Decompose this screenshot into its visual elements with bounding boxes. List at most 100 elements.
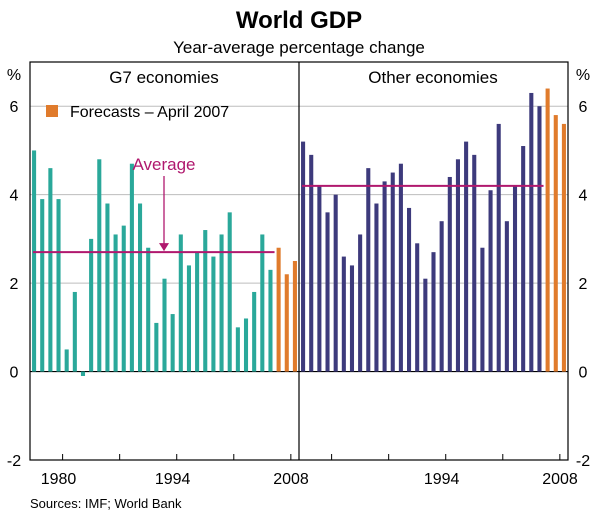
bar-g7-1991 <box>146 247 151 372</box>
bar-g7-1993 <box>162 278 167 372</box>
bar-g7-1986 <box>105 203 110 372</box>
bar-g7-2009 <box>292 261 297 372</box>
bar-g7-2002 <box>235 327 240 372</box>
panel-title-other: Other economies <box>368 68 497 87</box>
x-tick-label: 1980 <box>41 471 77 488</box>
bar-other-1996 <box>455 159 460 372</box>
bar-other-1988 <box>390 172 395 372</box>
bar-other-2002 <box>504 221 509 372</box>
bar-other-2005 <box>529 92 534 372</box>
bar-g7-1996 <box>186 265 191 372</box>
bar-g7-1983 <box>80 371 86 376</box>
y-tick-left: -2 <box>7 453 21 470</box>
chart-subtitle: Year-average percentage change <box>173 38 425 57</box>
y-tick-right: -2 <box>576 453 590 470</box>
bar-g7-1998 <box>203 230 208 372</box>
bar-other-1990 <box>407 207 412 372</box>
average-lines <box>33 184 544 254</box>
bar-other-1997 <box>464 141 469 372</box>
bar-other-1977 <box>301 141 306 372</box>
bar-other-1998 <box>472 154 477 372</box>
bar-g7-2006 <box>268 269 273 372</box>
bar-g7-1987 <box>113 234 118 372</box>
bar-g7-1980 <box>56 199 61 372</box>
y-tick-left: 4 <box>10 188 19 205</box>
y-tick-labels: -2 -2 0 0 2 2 4 4 6 6 <box>7 99 590 470</box>
bar-other-2008 <box>553 115 558 372</box>
bar-other-1979 <box>317 185 322 372</box>
bar-g7-1999 <box>211 256 216 372</box>
y-tick-left: 0 <box>10 365 19 382</box>
bar-g7-2008 <box>284 274 289 372</box>
x-tick-labels: 1980 1994 2008 1994 2008 <box>41 471 578 488</box>
bar-g7-1990 <box>138 203 143 372</box>
bar-g7-2005 <box>260 234 265 372</box>
bar-g7-2000 <box>219 234 224 372</box>
bar-g7-1989 <box>129 163 134 372</box>
panel-title-g7: G7 economies <box>109 68 219 87</box>
legend-swatch-forecast <box>46 105 58 117</box>
bar-other-1978 <box>309 154 314 372</box>
bar-g7-1977 <box>32 150 37 372</box>
bar-other-2009 <box>561 123 566 372</box>
bar-g7-1988 <box>121 225 126 372</box>
bar-other-1980 <box>325 212 330 372</box>
bar-g7-1992 <box>154 322 159 372</box>
x-tick-label: 2008 <box>542 471 578 488</box>
x-tick-label: 1994 <box>155 471 191 488</box>
bar-other-1989 <box>398 163 403 372</box>
bar-other-1985 <box>366 168 371 372</box>
bar-g7-1979 <box>48 168 53 372</box>
y-tick-left: 6 <box>10 99 19 116</box>
average-label: Average <box>132 155 195 174</box>
bar-other-2004 <box>521 146 526 372</box>
legend-label-forecast: Forecasts – April 2007 <box>70 104 229 121</box>
bar-other-2000 <box>488 190 493 372</box>
bar-other-1987 <box>382 181 387 372</box>
y-tick-right: 2 <box>579 276 588 293</box>
bar-g7-1978 <box>40 199 45 372</box>
bars-layer <box>32 88 566 376</box>
bar-g7-1985 <box>97 159 102 372</box>
bar-other-1991 <box>415 243 420 372</box>
plot-frame <box>29 61 569 461</box>
bar-other-1984 <box>358 234 363 372</box>
bar-other-1982 <box>341 256 346 372</box>
y-tick-right: 0 <box>579 365 588 382</box>
bar-other-1981 <box>333 194 338 372</box>
average-arrow-head <box>159 243 169 252</box>
bar-other-2001 <box>496 123 501 372</box>
bar-g7-2004 <box>252 291 257 372</box>
bar-g7-1997 <box>195 252 200 372</box>
bar-g7-2003 <box>243 318 249 372</box>
y-tick-right: 4 <box>579 188 588 205</box>
y-axis-unit-right: % <box>576 67 590 84</box>
bar-other-1992 <box>423 278 428 372</box>
bar-g7-2001 <box>227 212 232 372</box>
bar-other-1995 <box>447 176 452 372</box>
y-axis-unit-left: % <box>7 67 21 84</box>
bar-other-1993 <box>431 252 436 372</box>
bar-other-2003 <box>512 185 518 372</box>
bar-g7-1994 <box>170 314 175 372</box>
bar-g7-1984 <box>89 238 94 372</box>
bar-g7-1995 <box>178 234 183 372</box>
bar-other-1999 <box>480 247 485 372</box>
chart-title: World GDP <box>236 7 362 34</box>
bar-g7-1981 <box>64 349 69 372</box>
bar-g7-1982 <box>72 291 77 372</box>
bar-other-1994 <box>439 221 444 372</box>
bar-other-2007 <box>545 88 550 372</box>
y-tick-left: 2 <box>10 276 19 293</box>
legend: Forecasts – April 2007 <box>46 104 229 121</box>
bar-other-1986 <box>374 203 379 372</box>
y-tick-right: 6 <box>579 99 588 116</box>
bar-other-1983 <box>349 265 355 372</box>
x-tick-label: 2008 <box>273 471 309 488</box>
x-tick-label: 1994 <box>424 471 460 488</box>
bar-g7-2007 <box>276 247 281 372</box>
average-arrow <box>159 176 169 252</box>
bar-other-2006 <box>537 106 542 372</box>
source-note: Sources: IMF; World Bank <box>30 496 182 511</box>
